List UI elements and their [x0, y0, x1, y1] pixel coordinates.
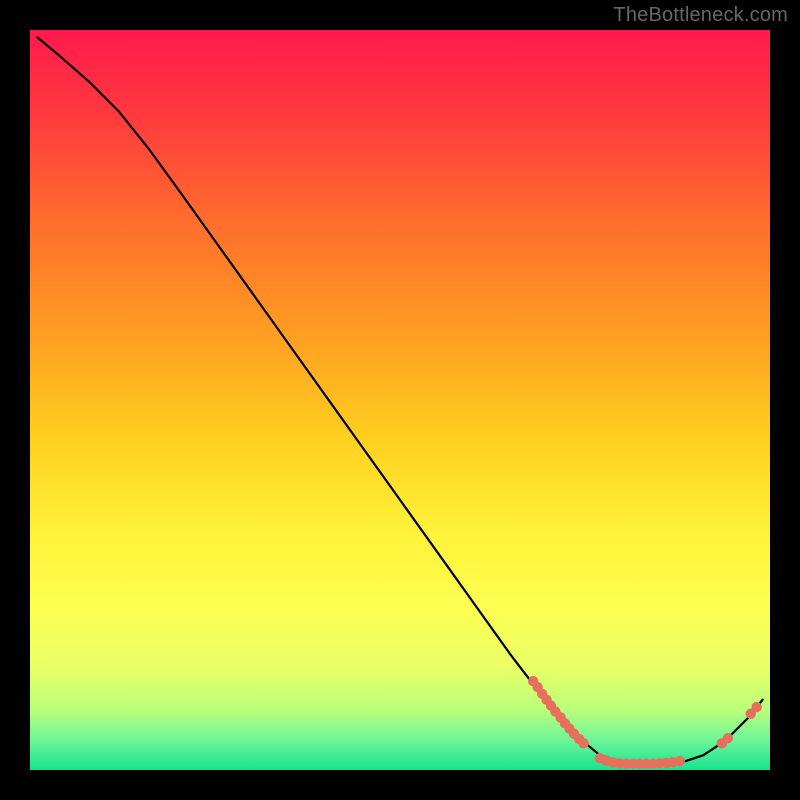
watermark-text: TheBottleneck.com	[613, 4, 788, 27]
chart-svg	[0, 0, 800, 800]
chart-stage: TheBottleneck.com	[0, 0, 800, 800]
data-marker	[723, 733, 733, 743]
data-marker	[578, 738, 588, 748]
gradient-background	[30, 30, 770, 770]
data-marker	[675, 756, 685, 766]
data-marker	[751, 702, 761, 712]
